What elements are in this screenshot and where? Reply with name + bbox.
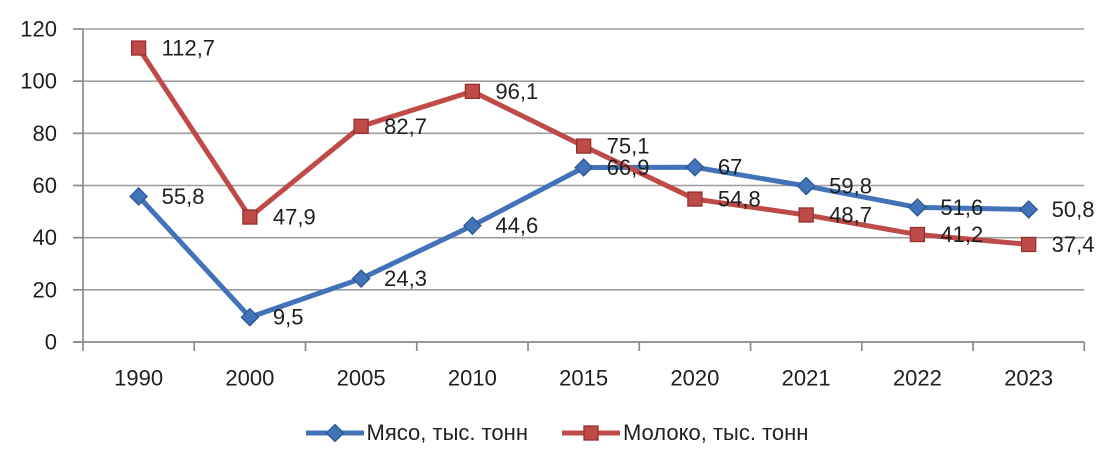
data-label: 41,2: [940, 222, 983, 247]
legend-label-milk: Молоко, тыс. тонн: [622, 420, 809, 445]
data-point-marker: [130, 40, 147, 56]
legend-item-meat: Мясо, тыс. тонн: [305, 420, 528, 446]
y-axis-tick-label: 100: [20, 69, 57, 94]
data-point-marker: [325, 424, 344, 442]
x-axis-label: 2021: [782, 366, 831, 391]
data-point-marker: [583, 425, 599, 441]
data-point-marker: [464, 83, 481, 99]
data-point-marker: [462, 216, 482, 236]
data-point-marker: [129, 187, 149, 206]
data-point-marker: [351, 269, 371, 289]
data-label: 9,5: [273, 305, 304, 330]
data-label: 37,4: [1052, 232, 1095, 257]
y-axis-tick-label: 60: [33, 173, 57, 198]
data-point-marker: [685, 157, 705, 177]
milk-series-marker-icon: [561, 425, 620, 441]
data-point-marker: [576, 138, 592, 154]
data-point-marker: [574, 158, 594, 177]
data-point-marker: [907, 197, 927, 217]
x-axis-label: 2022: [893, 366, 942, 391]
data-point-marker: [242, 209, 258, 225]
data-label: 66,9: [607, 155, 650, 180]
data-label: 96,1: [495, 79, 538, 104]
data-point-marker: [240, 307, 260, 327]
data-label: 67: [718, 155, 742, 180]
data-label: 54,8: [718, 187, 761, 212]
x-axis-label: 2020: [670, 366, 719, 391]
data-point-marker: [1021, 236, 1037, 253]
data-label: 59,8: [829, 174, 872, 199]
data-label: 48,7: [829, 202, 872, 227]
chart-legend: Мясо, тыс. тонн Молоко, тыс. тонн: [0, 420, 1114, 446]
x-axis-label: 1990: [114, 366, 163, 391]
x-axis-label: 2005: [337, 366, 386, 391]
data-label: 51,6: [940, 195, 983, 220]
x-axis-label: 2015: [559, 366, 608, 391]
y-axis-tick-label: 120: [20, 17, 57, 42]
data-point-marker: [798, 207, 814, 223]
x-axis-label: 2023: [1004, 366, 1053, 391]
y-axis-tick-label: 0: [45, 330, 57, 355]
meat-series-line: [136, 164, 1032, 320]
data-label: 55,8: [162, 184, 205, 209]
data-label: 44,6: [495, 213, 538, 238]
data-label: 82,7: [384, 114, 427, 139]
data-point-marker: [1019, 200, 1039, 219]
data-label: 112,7: [162, 36, 215, 61]
data-point-marker: [353, 118, 369, 134]
legend-label-meat: Мясо, тыс. тонн: [366, 420, 528, 445]
data-point-marker: [796, 176, 816, 196]
data-point-marker: [909, 226, 926, 243]
data-label: 24,3: [384, 266, 427, 291]
y-axis-tick-label: 80: [33, 121, 57, 146]
y-axis-tick-label: 20: [33, 277, 57, 302]
data-label: 50,8: [1052, 197, 1095, 222]
x-axis-label: 2010: [448, 366, 497, 391]
legend-item-milk: Молоко, тыс. тонн: [561, 420, 809, 446]
data-label: 47,9: [273, 205, 316, 230]
meat-series-marker-icon: [305, 424, 364, 442]
x-axis-label: 2000: [225, 366, 274, 391]
data-label: 75,1: [607, 134, 650, 159]
data-point-marker: [687, 191, 703, 207]
y-axis-tick-label: 40: [33, 225, 57, 250]
